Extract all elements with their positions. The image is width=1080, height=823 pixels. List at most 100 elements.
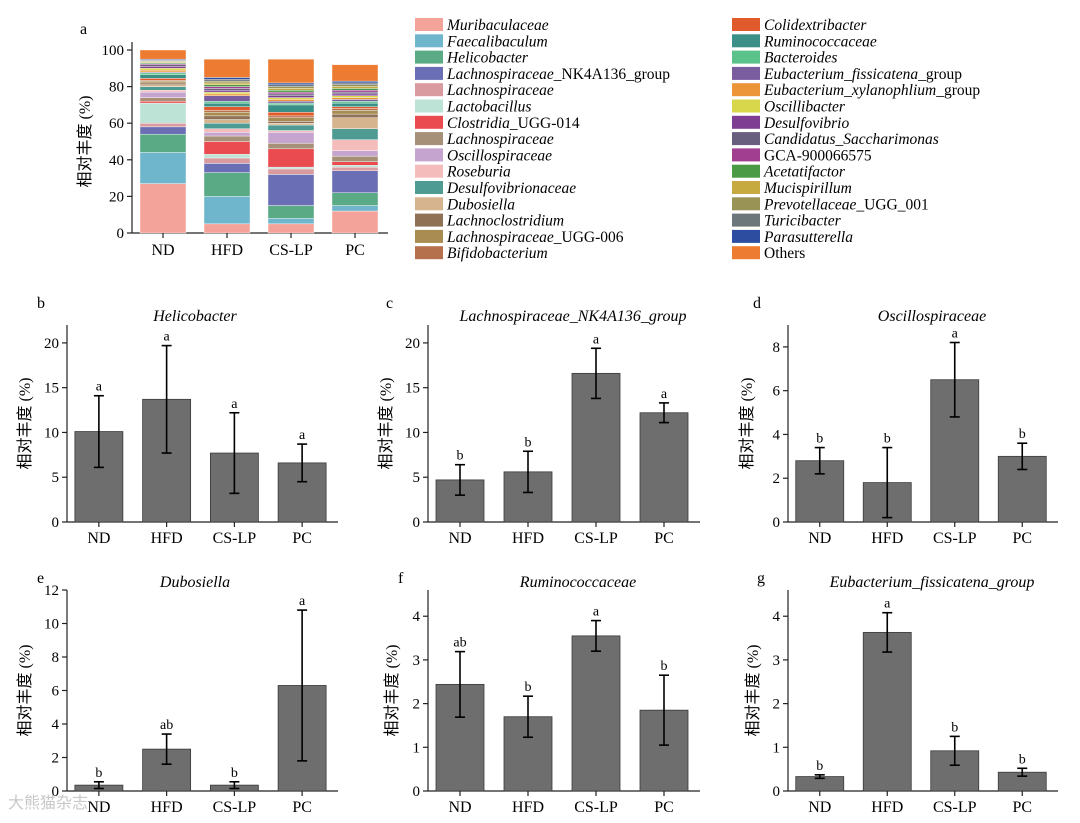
significance-letter: a <box>96 380 103 395</box>
significance-letter: b <box>95 766 102 781</box>
x-tick-label: CS-LP <box>574 530 618 547</box>
stack-segment-HFD-27 <box>203 79 251 82</box>
y-tick-label: 10 <box>44 425 59 441</box>
stack-segment-CS-LP-17 <box>267 102 315 106</box>
legend-swatch <box>732 18 760 31</box>
legend-entry: Others <box>764 245 805 262</box>
stack-segment-CS-LP-6 <box>267 148 315 168</box>
stack-segment-PC-23 <box>331 90 379 93</box>
stack-segment-HFD-0 <box>203 223 251 234</box>
x-tick-label: HFD <box>871 530 903 547</box>
x-tick-label: CS-LP <box>574 799 618 816</box>
significance-letter: b <box>661 659 668 674</box>
y-tick-label: 2 <box>773 471 781 487</box>
panel-label-a: a <box>80 21 87 38</box>
stack-segment-CS-LP-19 <box>267 99 315 102</box>
stack-segment-CS-LP-1 <box>267 218 315 225</box>
stack-segment-PC-25 <box>331 86 379 89</box>
stack-segment-PC-10 <box>331 128 379 140</box>
stack-segment-CS-LP-10 <box>267 124 315 131</box>
y-axis-label: 相对丰度 (%) <box>383 645 401 737</box>
stack-segment-CS-LP-18 <box>267 101 315 104</box>
x-tick-label: PC <box>654 530 674 547</box>
legend-entry: Desulfovibrionaceae <box>446 180 576 197</box>
y-tick-label: 20 <box>405 336 420 352</box>
panel-title: Lachnospiraceae_NK4A136_group <box>459 308 687 325</box>
stack-segment-HFD-26 <box>203 80 251 84</box>
legend-swatch <box>732 246 760 260</box>
stack-segment-PC-12 <box>331 113 379 118</box>
legend-entry: Candidatus_Saccharimonas <box>764 131 939 148</box>
y-tick-label: 0 <box>773 515 781 531</box>
stack-segment-HFD-25 <box>203 82 251 85</box>
panel-g: g Eubacterium_fissicatena_group 0 1 2 3 4 相对丰度 … <box>744 570 1058 816</box>
stack-segment-ND-3 <box>139 126 187 135</box>
legend-entry: Eubacterium_xylanophlium_group <box>763 82 980 99</box>
stack-segment-ND-4 <box>139 122 187 128</box>
legend-swatch <box>732 181 760 194</box>
stack-segment-ND-0 <box>139 183 187 234</box>
stack-segment-HFD-24 <box>203 84 251 87</box>
legend-swatch <box>415 164 443 178</box>
stack-segment-HFD-10 <box>203 122 251 129</box>
significance-letter: a <box>299 594 306 609</box>
legend-entry: Muribaculaceae <box>446 17 549 34</box>
stack-segment-PC-14 <box>331 108 379 111</box>
legend-swatch <box>415 34 443 48</box>
stack-segment-HFD-8 <box>203 132 251 137</box>
stack-segment-CS-LP-11 <box>267 122 315 126</box>
stack-segment-PC-24 <box>331 88 379 91</box>
stack-segment-HFD-15 <box>203 106 251 111</box>
y-tick-label: 0 <box>413 515 421 531</box>
panel-title: Ruminococcaceae <box>519 574 636 591</box>
significance-letter: ab <box>453 636 466 651</box>
panel-label-c: c <box>386 295 393 312</box>
y-axis-label: 相对丰度 (%) <box>16 378 34 470</box>
stack-segment-HFD-13 <box>203 112 251 117</box>
x-tick-label: PC <box>1012 799 1032 816</box>
legend-entry: Eubacterium_fissicatena_group <box>763 66 962 83</box>
stack-segment-CS-LP-0 <box>267 223 315 234</box>
panel-label-f: f <box>398 570 404 587</box>
stack-segment-ND-15 <box>139 78 187 81</box>
y-tick-label: 100 <box>102 43 125 59</box>
y-tick-label: 12 <box>44 583 59 599</box>
stack-segment-CS-LP-21 <box>267 95 315 98</box>
legend-entry: Faecalibaculum <box>446 33 548 50</box>
stack-segment-ND-20 <box>139 68 187 71</box>
y-tick-label: 8 <box>773 340 781 356</box>
stack-segment-ND-12 <box>139 82 187 85</box>
legend-swatch <box>415 50 443 64</box>
legend-entry: Lachnoclostridium <box>446 213 564 230</box>
y-tick-label: 6 <box>52 684 60 700</box>
legend-swatch <box>732 115 760 129</box>
y-tick-label: 4 <box>773 609 781 625</box>
legend-swatch <box>415 132 443 146</box>
panel-f: f Ruminococcaceae 0 1 2 3 4 相对丰度 (%) ab ND b HFD a CS… <box>383 570 700 816</box>
stack-segment-ND-17 <box>139 72 187 75</box>
stack-segment-ND-8 <box>139 91 187 98</box>
y-tick-label: 2 <box>773 697 781 713</box>
legend-entry: Lachnospiraceae_NK4A136_group <box>446 66 670 83</box>
panel-e: e Dubosiella 0 2 4 6 8 10 12 相对丰度 (%) b ND ab HFD b CS-… <box>16 570 338 816</box>
y-tick-label: 1 <box>773 740 781 756</box>
legend-entry: Clostridia_UGG-014 <box>447 115 580 132</box>
significance-letter: b <box>816 432 823 447</box>
stack-segment-HFD-6 <box>203 141 251 155</box>
stack-segment-HFD-23 <box>203 86 251 89</box>
x-tick-label: PC <box>292 530 312 547</box>
legend-swatch <box>415 99 443 113</box>
legend-swatch <box>415 83 443 97</box>
panel-d: d Oscillospiraceae 0 2 4 6 8 相对丰度 (%) b ND b HFD a CS… <box>738 295 1058 547</box>
legend-entry: Colidextribacter <box>764 17 867 34</box>
significance-letter: b <box>1019 427 1026 442</box>
stack-segment-HFD-28 <box>203 77 251 80</box>
stack-segment-ND-13 <box>139 80 187 84</box>
stack-segment-CS-LP-13 <box>267 117 315 122</box>
panel-label-b: b <box>37 295 45 312</box>
stack-segment-PC-21 <box>331 93 379 96</box>
legend-entry: Desulfovibrio <box>763 115 849 132</box>
significance-letter: b <box>816 759 823 774</box>
stack-segment-ND-1 <box>139 152 187 184</box>
